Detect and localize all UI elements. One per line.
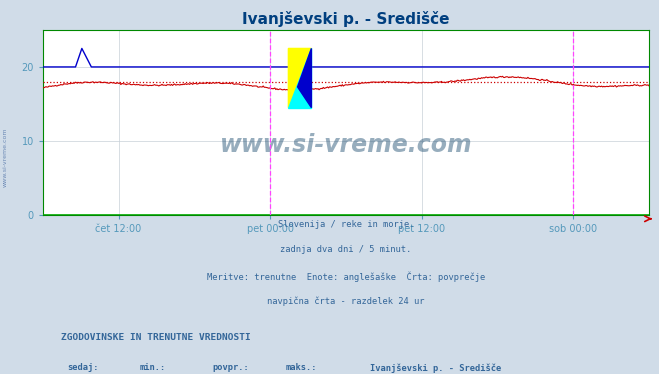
- Polygon shape: [298, 49, 312, 108]
- Text: sedaj:: sedaj:: [67, 364, 99, 373]
- Polygon shape: [289, 49, 312, 108]
- Text: www.si-vreme.com: www.si-vreme.com: [3, 127, 8, 187]
- Polygon shape: [289, 49, 312, 108]
- Text: Slovenija / reke in morje.: Slovenija / reke in morje.: [277, 220, 415, 229]
- Text: ZGODOVINSKE IN TRENUTNE VREDNOSTI: ZGODOVINSKE IN TRENUTNE VREDNOSTI: [61, 333, 251, 342]
- Title: Ivanjševski p. - Središče: Ivanjševski p. - Središče: [243, 11, 449, 27]
- Text: povpr.:: povpr.:: [213, 364, 249, 373]
- Text: min.:: min.:: [140, 364, 166, 373]
- Text: navpična črta - razdelek 24 ur: navpična črta - razdelek 24 ur: [268, 297, 424, 306]
- Text: maks.:: maks.:: [285, 364, 317, 373]
- Text: Meritve: trenutne  Enote: anglešaške  Črta: povprečje: Meritve: trenutne Enote: anglešaške Črta…: [207, 271, 485, 282]
- Text: www.si-vreme.com: www.si-vreme.com: [219, 133, 473, 157]
- Text: zadnja dva dni / 5 minut.: zadnja dva dni / 5 minut.: [280, 245, 412, 254]
- Text: Ivanjševski p. - Središče: Ivanjševski p. - Središče: [370, 364, 501, 373]
